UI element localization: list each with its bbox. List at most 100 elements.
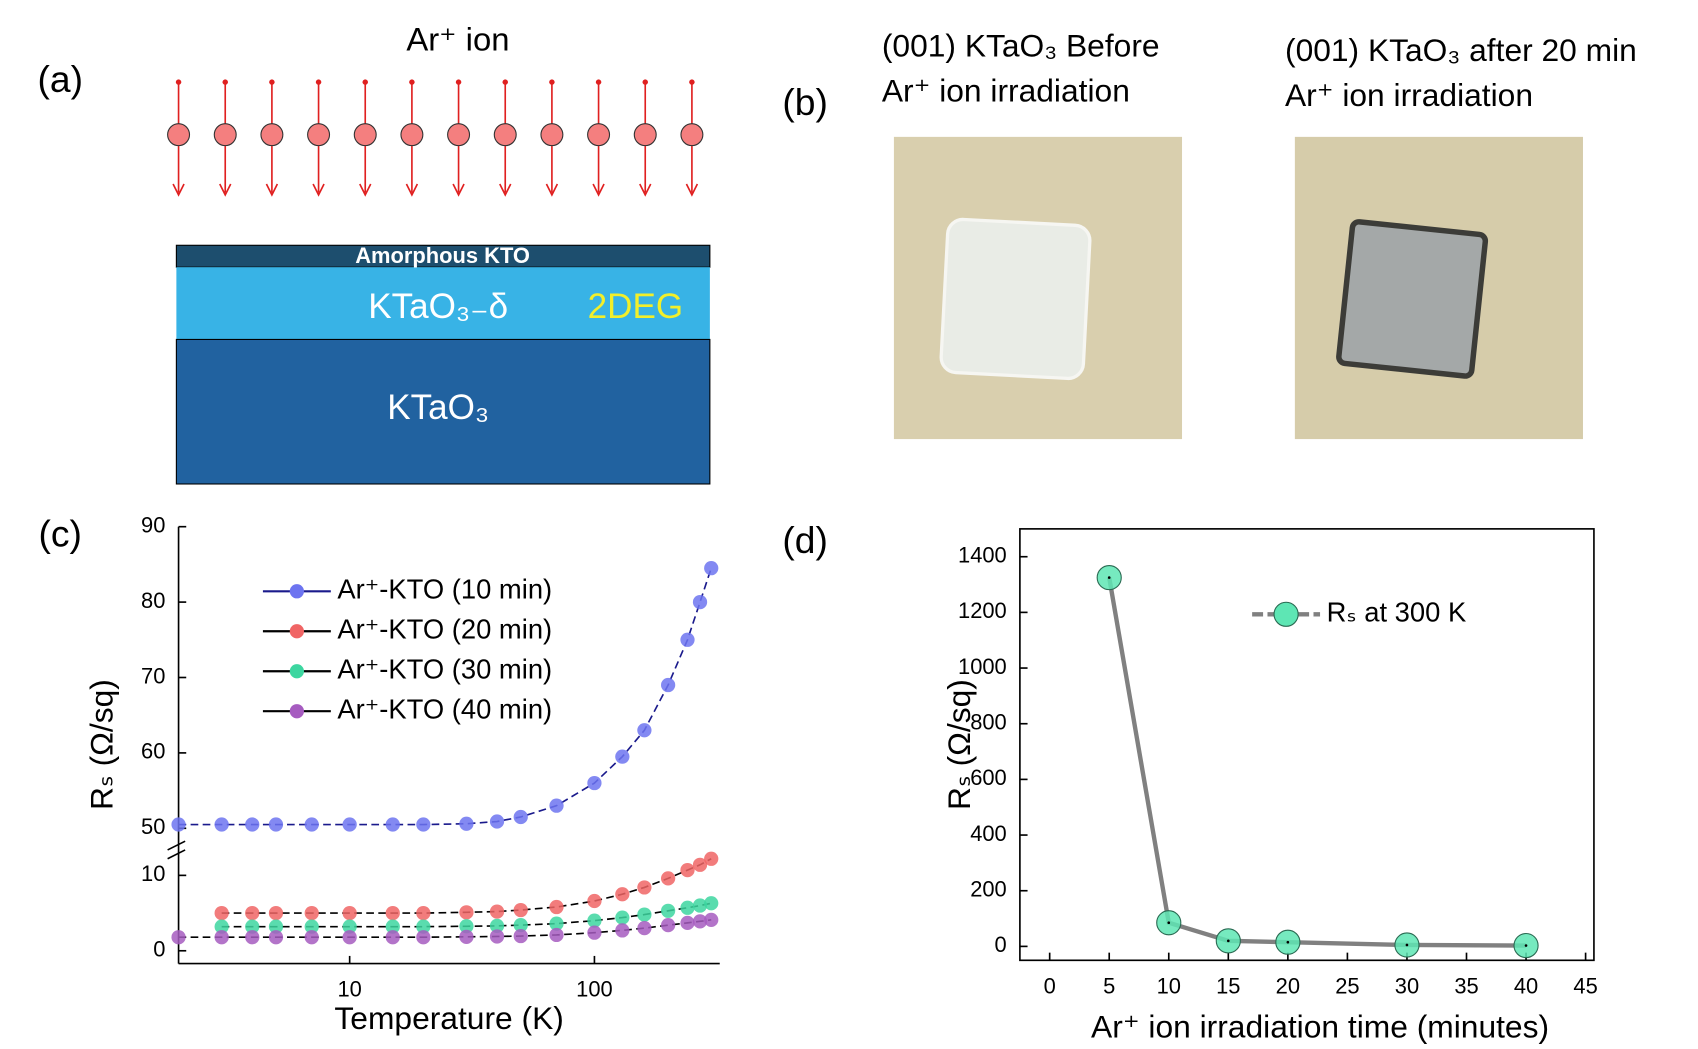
arrow-tail bbox=[549, 79, 555, 85]
data-point bbox=[513, 809, 528, 825]
panel-letter: (b) bbox=[782, 81, 828, 123]
data-point bbox=[704, 561, 719, 576]
data-point bbox=[385, 930, 400, 945]
arrow-head bbox=[452, 183, 465, 197]
x-tick-label: 35 bbox=[1454, 973, 1478, 998]
axis-break bbox=[167, 840, 186, 851]
data-point bbox=[214, 817, 229, 832]
legend-label: Ar⁺-KTO (30 min) bbox=[337, 653, 552, 684]
arrow-tail bbox=[362, 79, 368, 85]
data-point bbox=[171, 930, 186, 945]
x-tick-label: 5 bbox=[1103, 973, 1115, 998]
y-tick-label: 800 bbox=[970, 710, 1007, 735]
data-point bbox=[704, 896, 719, 911]
x-tick-label: 0 bbox=[1044, 973, 1056, 998]
data-point bbox=[680, 862, 695, 878]
y-axis-label: Rₛ (Ω/sq) bbox=[941, 679, 977, 810]
data-point bbox=[549, 927, 564, 943]
arrow-tail bbox=[642, 79, 648, 85]
data-point bbox=[637, 907, 652, 922]
data-point bbox=[692, 914, 708, 929]
legend-marker bbox=[289, 664, 304, 679]
data-point bbox=[171, 817, 186, 832]
data-point-center bbox=[1286, 940, 1290, 944]
data-point bbox=[489, 814, 505, 829]
data-point bbox=[660, 918, 676, 933]
data-point bbox=[214, 919, 229, 934]
chart: 0 200 400 600 800 1000 1200 1400 0 5 10 15 20 25 30 35 4… bbox=[941, 528, 1598, 1045]
y-tick-label: 50 bbox=[141, 814, 165, 839]
data-point bbox=[513, 928, 528, 944]
sample bbox=[1336, 219, 1489, 379]
panel-letter: (d) bbox=[782, 519, 828, 561]
arrow-tail bbox=[175, 79, 182, 85]
ion bbox=[353, 123, 377, 147]
x-tick-label: 25 bbox=[1335, 973, 1359, 998]
y-tick-label: 70 bbox=[141, 663, 165, 688]
data-point bbox=[304, 905, 319, 921]
data-point bbox=[615, 910, 630, 925]
x-tick-label: 100 bbox=[576, 977, 613, 1002]
arrow-tail bbox=[409, 79, 415, 85]
data-point-center bbox=[1405, 943, 1409, 947]
data-point bbox=[342, 817, 357, 832]
arrow-tail bbox=[455, 79, 462, 85]
data-point bbox=[692, 898, 708, 913]
data-point bbox=[245, 919, 260, 934]
legend-label: Ar⁺-KTO (40 min) bbox=[337, 693, 552, 724]
y-tick-label: 80 bbox=[141, 588, 165, 613]
data-point bbox=[692, 594, 708, 610]
arrow-head bbox=[359, 183, 372, 197]
data-point bbox=[587, 775, 602, 791]
ion bbox=[540, 123, 564, 147]
data-point-center bbox=[1226, 939, 1230, 943]
arrow-head bbox=[592, 183, 605, 197]
legend-label: Ar⁺-KTO (10 min) bbox=[337, 574, 552, 605]
x-tick-label: 45 bbox=[1573, 973, 1597, 998]
x-tick-label: 10 bbox=[337, 977, 361, 1002]
arrow-tail bbox=[269, 79, 275, 85]
arrow-head bbox=[405, 183, 419, 197]
y-tick-label: 600 bbox=[970, 765, 1007, 790]
substrate bbox=[175, 338, 711, 485]
data-point bbox=[489, 929, 505, 944]
data-point bbox=[268, 905, 284, 921]
layer-label: Amorphous KTO bbox=[355, 243, 530, 268]
series-line bbox=[1107, 577, 1527, 948]
caption: (001) KTaO₃ after 20 min bbox=[1285, 32, 1637, 68]
data-point bbox=[637, 880, 652, 895]
data-point bbox=[245, 905, 260, 921]
data-point-center bbox=[1167, 921, 1171, 925]
y-tick-label: 400 bbox=[970, 821, 1007, 846]
data-point bbox=[692, 857, 708, 872]
x-tick-label: 20 bbox=[1276, 973, 1300, 998]
data-point bbox=[459, 929, 474, 944]
ion bbox=[633, 123, 657, 147]
data-point bbox=[587, 893, 602, 909]
data-point bbox=[549, 916, 564, 931]
x-tick-label: 10 bbox=[1157, 973, 1181, 998]
data-point bbox=[680, 900, 695, 915]
data-point bbox=[385, 817, 400, 832]
ion bbox=[400, 123, 424, 147]
data-point bbox=[214, 930, 229, 945]
arrow-head bbox=[172, 183, 185, 197]
data-point bbox=[549, 798, 564, 813]
arrow-head bbox=[499, 183, 512, 197]
arrow-head bbox=[639, 183, 652, 197]
layer-label: KTaO₃₋δ bbox=[368, 287, 508, 326]
data-point bbox=[459, 905, 474, 920]
arrow-head bbox=[545, 183, 559, 197]
axis-break bbox=[167, 849, 186, 860]
data-point bbox=[416, 919, 431, 934]
y-tick-label: 1200 bbox=[958, 598, 1007, 623]
ion bbox=[587, 123, 611, 147]
data-point bbox=[587, 925, 602, 940]
layer-tag: 2DEG bbox=[588, 287, 683, 326]
ion bbox=[213, 123, 237, 147]
ion bbox=[447, 123, 471, 147]
y-tick-label: 0 bbox=[995, 932, 1007, 957]
y-tick-label: 200 bbox=[970, 877, 1007, 902]
legend-marker bbox=[289, 584, 304, 599]
